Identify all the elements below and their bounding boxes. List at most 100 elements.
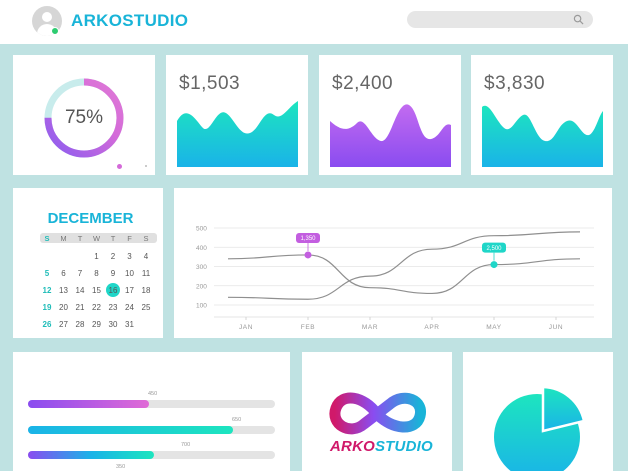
x-tick-label: JAN: [239, 324, 253, 331]
y-tick-label: 400: [196, 245, 207, 252]
calendar-day[interactable]: 2: [110, 252, 116, 261]
calendar-day[interactable]: 4: [143, 252, 149, 261]
bar-value-label: 700: [181, 442, 190, 448]
calendar-day[interactable]: 25: [141, 303, 151, 312]
pie-slice-exploded: [541, 385, 586, 433]
calendar-day[interactable]: 9: [110, 269, 116, 278]
calendar-day[interactable]: 24: [125, 303, 134, 312]
calendar-day[interactable]: 21: [75, 303, 85, 312]
calendar-day[interactable]: 30: [108, 320, 118, 329]
line-chart: 500 400 300 200 100 JAN FEB MAR APR MAY JUN 1,350 2,…: [196, 226, 594, 331]
calendar-weekday: F: [127, 234, 132, 243]
calendar-day[interactable]: 18: [141, 286, 151, 295]
calendar-weekday: W: [92, 234, 101, 243]
x-tick-label: MAY: [486, 324, 501, 331]
avatar-head: [42, 12, 52, 22]
stat-card-2: $2,400: [319, 55, 461, 175]
calendar-day[interactable]: 20: [59, 303, 68, 312]
logo-text-arko: ARKO: [330, 438, 375, 455]
page-dot-active[interactable]: [117, 164, 122, 169]
x-tick-label: MAR: [362, 324, 378, 331]
y-tick-label: 300: [196, 264, 207, 271]
calendar-day[interactable]: 7: [77, 269, 83, 278]
calendar-day[interactable]: 26: [42, 320, 52, 329]
calendar-day[interactable]: 23: [108, 303, 118, 312]
bar-fill: [28, 451, 154, 459]
stat-value: $3,830: [484, 73, 546, 94]
calendar-month: DECEMBER: [47, 210, 134, 227]
line-chart-card: 500 400 300 200 100 JAN FEB MAR APR MAY JUN 1,350 2,…: [174, 188, 612, 338]
callout-label: 2,500: [486, 246, 502, 252]
y-tick-label: 200: [196, 283, 207, 290]
bar-value-label: 650: [232, 417, 241, 423]
calendar-day[interactable]: 22: [92, 303, 101, 312]
logo-card: ARKOSTUDIO: [302, 352, 452, 471]
logo-wordmark: ARKOSTUDIO: [330, 438, 433, 455]
search-input[interactable]: [407, 11, 593, 28]
top-bar: ARKOSTUDIO: [0, 0, 628, 44]
callout-box: [482, 242, 506, 253]
progress-ring-label: 75%: [64, 107, 104, 128]
calendar-day[interactable]: 31: [125, 320, 134, 329]
data-point-marker[interactable]: [490, 261, 498, 269]
calendar-day[interactable]: 10: [125, 269, 134, 278]
page-dot[interactable]: [145, 165, 147, 167]
wave-chart-3: [482, 105, 603, 167]
calendar-day[interactable]: 19: [42, 303, 52, 312]
calendar-weekday: T: [110, 234, 116, 243]
bar-value-label: 350: [116, 464, 125, 470]
calendar-weekday: M: [60, 234, 67, 243]
calendar-day[interactable]: 14: [75, 286, 85, 295]
search-icon[interactable]: [573, 14, 584, 25]
progress-ring-card: 75%: [13, 55, 155, 175]
bar-fill: [28, 426, 234, 434]
calendar-weekday: S: [44, 234, 50, 243]
calendar-day[interactable]: 1: [94, 252, 99, 261]
calendar-day[interactable]: 8: [94, 269, 99, 278]
stat-card-3: $3,830: [471, 55, 613, 175]
x-tick-label: APR: [424, 324, 439, 331]
calendar-day[interactable]: 11: [141, 269, 151, 278]
calendar-day[interactable]: 27: [59, 320, 68, 329]
wave-chart-2: [330, 104, 451, 167]
calendar-day[interactable]: 29: [92, 320, 101, 329]
stat-value: $2,400: [332, 73, 394, 94]
brand-title: ARKOSTUDIO: [71, 11, 189, 30]
pie-chart-card: [463, 352, 613, 471]
series-line: [227, 231, 581, 300]
calendar-card: DECEMBER S M T W T F S 1 2 3 4 5 6 7 8 9 10 11 12 13 14 15 16 1…: [13, 188, 163, 338]
progress-bars-card: 450 650 700 350: [13, 352, 290, 471]
bar-value-label: 450: [148, 391, 157, 397]
calendar-day[interactable]: 6: [61, 269, 66, 278]
calendar-day[interactable]: 12: [42, 286, 52, 295]
y-tick-label: 100: [196, 303, 207, 310]
progress-ring-arc: [44, 78, 124, 158]
progress-ring: [44, 78, 124, 158]
bar-fill: [28, 400, 150, 408]
wave-chart-1: [177, 101, 298, 167]
calendar-day[interactable]: 3: [127, 252, 132, 261]
calendar-weekday: T: [77, 234, 83, 243]
calendar-day[interactable]: 13: [59, 286, 68, 295]
calendar-weekday-header: [40, 233, 157, 243]
pie-chart: [494, 385, 586, 471]
callout-box: [296, 232, 320, 243]
logo-text-studio: STUDIO: [374, 438, 433, 455]
x-tick-label: JUN: [549, 324, 563, 331]
calendar-selected-marker: [106, 283, 120, 297]
calendar-weekday: S: [143, 234, 149, 243]
online-status-dot: [51, 27, 59, 35]
callout-label: 1,350: [300, 236, 316, 242]
calendar-day[interactable]: 17: [125, 286, 134, 295]
data-point-marker[interactable]: [304, 251, 312, 259]
y-tick-label: 500: [196, 226, 207, 233]
calendar-day[interactable]: 15: [92, 286, 101, 295]
calendar-day[interactable]: 5: [44, 269, 50, 278]
infinity-logo-icon: [329, 392, 426, 435]
calendar-day[interactable]: 16: [108, 286, 118, 295]
calendar-day[interactable]: 28: [75, 320, 85, 329]
x-tick-label: FEB: [301, 324, 315, 331]
progress-bars: 450 650 700 350: [28, 391, 275, 470]
stat-card-1: $1,503: [166, 55, 308, 175]
series-line: [227, 254, 581, 295]
